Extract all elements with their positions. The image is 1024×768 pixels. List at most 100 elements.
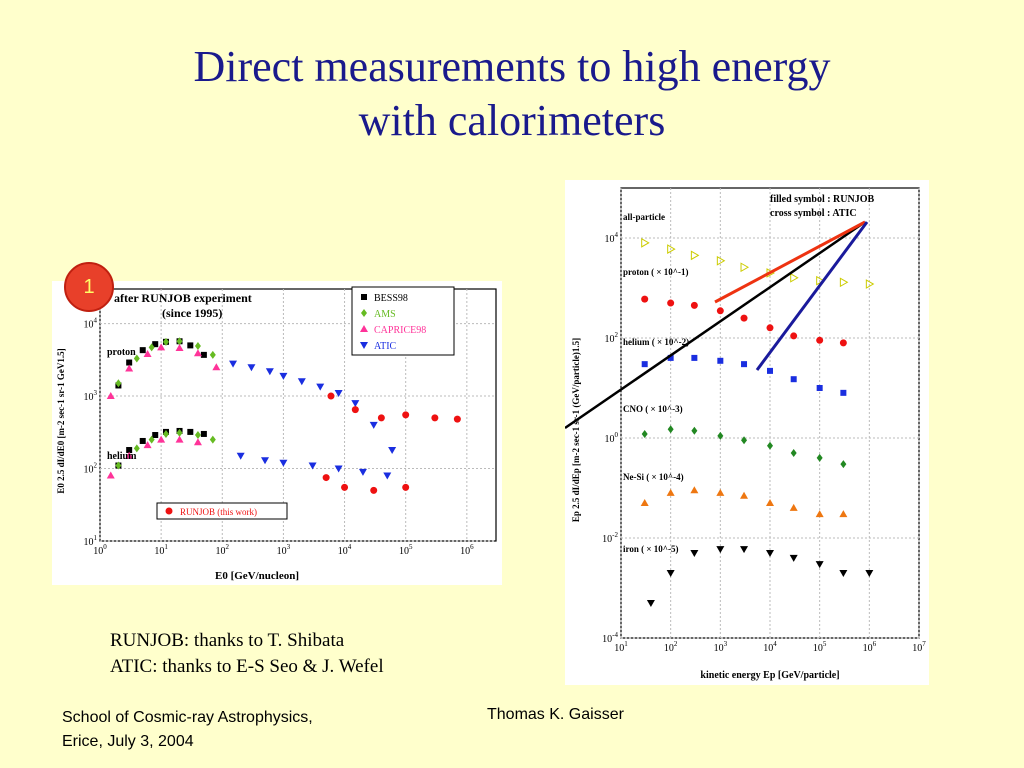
x-tick-label: 101 bbox=[614, 640, 628, 654]
data-point bbox=[402, 411, 410, 419]
credit-runjob: RUNJOB: thanks to T. Shibata bbox=[110, 630, 345, 651]
x-tick-label: 104 bbox=[338, 543, 352, 557]
data-point bbox=[641, 237, 650, 248]
data-point bbox=[279, 459, 288, 467]
series-9 bbox=[322, 474, 410, 494]
data-point bbox=[139, 437, 146, 444]
data-point bbox=[740, 491, 749, 499]
data-point bbox=[236, 452, 245, 460]
data-point bbox=[667, 425, 674, 434]
legend-runjob: RUNJOB (this work) bbox=[156, 502, 288, 520]
data-point bbox=[247, 364, 256, 372]
data-point bbox=[125, 364, 134, 372]
annotation-3: CNO ( × 10^-3) bbox=[623, 404, 683, 414]
footer-event-line1: School of Cosmic-ray Astrophysics, bbox=[62, 709, 313, 726]
legend-marker bbox=[361, 294, 367, 300]
legend-marker bbox=[360, 342, 368, 349]
x-tick-label: 103 bbox=[714, 640, 728, 654]
right-chart: 101 102 103 104 105 106 107 10-4 10-2 100 102 104 fi… bbox=[564, 187, 926, 681]
annotation-4: Ne-Si ( × 10^-4) bbox=[623, 472, 684, 482]
x-tick-label: 102 bbox=[216, 543, 230, 557]
data-point bbox=[383, 472, 392, 480]
x-tick-label: 107 bbox=[912, 640, 926, 654]
data-point bbox=[106, 471, 115, 479]
data-point bbox=[279, 372, 288, 380]
data-point bbox=[865, 279, 875, 289]
data-point bbox=[341, 483, 349, 491]
data-point bbox=[839, 510, 848, 518]
footer-event-line2: Erice, July 3, 2004 bbox=[62, 733, 194, 750]
credit-atic: ATIC: thanks to E-S Seo & J. Wefel bbox=[110, 656, 384, 677]
chart-subtitle: (since 1995) bbox=[162, 306, 222, 320]
data-point bbox=[152, 432, 159, 439]
series-2 bbox=[106, 343, 221, 400]
data-point bbox=[766, 324, 774, 332]
red-arrow bbox=[714, 220, 866, 304]
legend-atic: cross symbol : ATIC bbox=[770, 208, 857, 219]
data-point bbox=[152, 341, 159, 348]
data-point bbox=[133, 444, 140, 453]
data-point bbox=[691, 426, 698, 435]
data-point bbox=[690, 486, 699, 494]
x-tick-label: 101 bbox=[154, 543, 168, 557]
data-point bbox=[767, 367, 773, 374]
data-point bbox=[690, 301, 698, 309]
footer-event: School of Cosmic-ray Astrophysics, Erice… bbox=[62, 706, 313, 754]
annotation-5: iron ( × 10^-5) bbox=[623, 544, 678, 554]
data-point bbox=[316, 383, 325, 391]
data-point bbox=[162, 429, 169, 438]
legend-label: ATIC bbox=[374, 341, 397, 352]
data-point bbox=[106, 392, 115, 400]
data-point bbox=[741, 436, 748, 445]
series-4 bbox=[327, 392, 461, 423]
x-tick-label: 103 bbox=[277, 543, 291, 557]
data-point bbox=[212, 363, 221, 371]
data-point bbox=[175, 344, 184, 352]
x-axis-label: kinetic energy Ep [GeV/particle] bbox=[700, 670, 839, 681]
x-axis-label: E0 [GeV/nucleon] bbox=[215, 570, 299, 582]
data-point bbox=[115, 379, 122, 388]
data-point bbox=[351, 400, 360, 408]
data-point bbox=[176, 428, 183, 437]
y-axis-label: E0 2.5 dI/dE0 [m-2 sec-1 sr-1 GeV1.5] bbox=[56, 348, 66, 493]
data-point bbox=[716, 307, 724, 315]
data-point bbox=[209, 435, 216, 444]
data-point bbox=[115, 461, 122, 470]
slide-title: Direct measurements to high energy with … bbox=[0, 40, 1024, 148]
series-3 bbox=[229, 360, 397, 455]
legend-label: RUNJOB (this work) bbox=[180, 507, 257, 517]
data-point bbox=[690, 550, 699, 558]
data-point bbox=[667, 354, 674, 361]
data-point bbox=[789, 503, 798, 511]
data-point bbox=[646, 600, 655, 608]
badge-number: 1 bbox=[83, 276, 95, 298]
slide-title-line2: with calorimeters bbox=[358, 96, 666, 145]
footer-author: Thomas K. Gaisser bbox=[487, 706, 624, 723]
data-point bbox=[816, 385, 823, 391]
annotation-proton: proton bbox=[107, 347, 136, 358]
credits: RUNJOB: thanks to T. Shibata ATIC: thank… bbox=[110, 628, 384, 680]
data-point bbox=[767, 441, 773, 450]
data-point bbox=[816, 336, 824, 344]
data-point bbox=[740, 546, 749, 554]
data-point bbox=[840, 460, 847, 469]
series-4 bbox=[640, 486, 848, 518]
data-point bbox=[297, 378, 306, 386]
data-point bbox=[175, 435, 184, 443]
data-point bbox=[641, 361, 648, 368]
data-point bbox=[840, 389, 847, 396]
y-tick-label: 102 bbox=[605, 331, 619, 345]
data-point bbox=[431, 414, 439, 422]
data-point bbox=[157, 343, 166, 351]
data-point bbox=[740, 314, 748, 322]
data-point bbox=[193, 438, 202, 446]
data-point bbox=[265, 368, 274, 376]
data-point bbox=[143, 441, 152, 449]
x-tick-label: 100 bbox=[93, 543, 107, 557]
data-point bbox=[358, 468, 367, 476]
data-point bbox=[369, 421, 378, 429]
data-point bbox=[839, 277, 849, 288]
data-point bbox=[322, 474, 330, 482]
data-point bbox=[176, 337, 183, 346]
